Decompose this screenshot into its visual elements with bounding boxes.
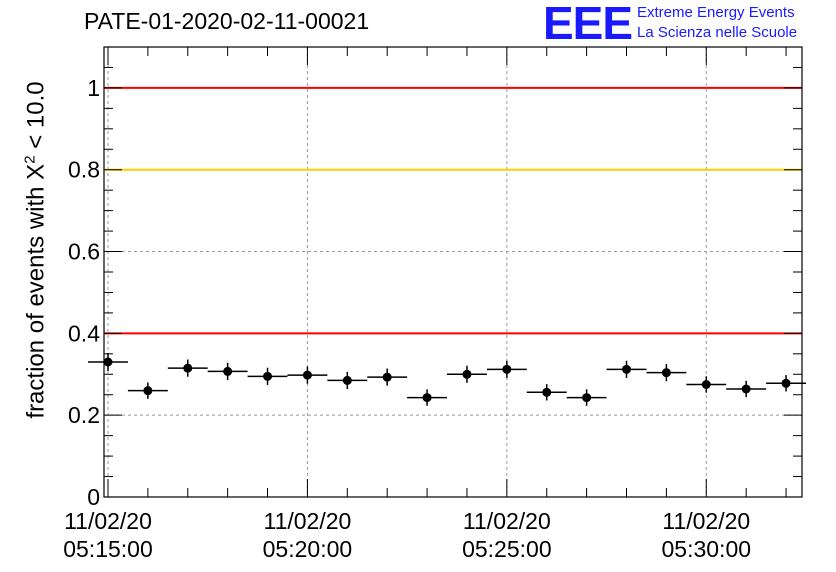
- x-tick-label: 11/02/20: [463, 508, 551, 534]
- logo-subtitle-line1: Extreme Energy Events: [637, 4, 795, 21]
- x-tick-label: 11/02/20: [64, 508, 152, 534]
- data-point: [502, 364, 512, 374]
- data-point: [781, 378, 791, 388]
- x-tick-label: 11/02/20: [662, 508, 750, 534]
- x-tick-label: 05:20:00: [263, 536, 353, 562]
- data-point: [183, 363, 193, 373]
- data-point: [542, 387, 552, 397]
- y-tick-label: 0.4: [68, 320, 100, 346]
- data-point: [582, 393, 592, 403]
- y-tick-label: 1: [87, 75, 100, 101]
- x-tick-label: 11/02/20: [264, 508, 352, 534]
- y-tick-label: 0.6: [68, 239, 100, 265]
- data-point: [143, 386, 153, 396]
- data-point: [661, 368, 671, 378]
- data-point: [263, 371, 273, 381]
- data-point: [741, 384, 751, 394]
- y-tick-label: 0: [87, 484, 100, 510]
- chart-title: PATE-01-2020-02-11-00021: [84, 8, 370, 34]
- data-point: [422, 393, 432, 403]
- eee-logo: EEE: [543, 0, 633, 49]
- x-tick-label: 05:15:00: [63, 536, 153, 562]
- data-point: [103, 357, 113, 367]
- data-point: [622, 364, 632, 374]
- data-point: [342, 375, 352, 385]
- y-tick-label: 0.2: [68, 402, 100, 428]
- data-point: [382, 372, 392, 382]
- logo-subtitle-line2: La Scienza nelle Scuole: [637, 24, 798, 41]
- data-point: [462, 369, 472, 379]
- x-tick-label: 05:30:00: [662, 536, 752, 562]
- data-point: [701, 380, 711, 389]
- data-point: [302, 370, 312, 380]
- data-point: [223, 366, 233, 376]
- plot-frame: [103, 46, 803, 498]
- y-tick-label: 0.8: [68, 157, 100, 183]
- x-tick-label: 05:25:00: [462, 536, 552, 562]
